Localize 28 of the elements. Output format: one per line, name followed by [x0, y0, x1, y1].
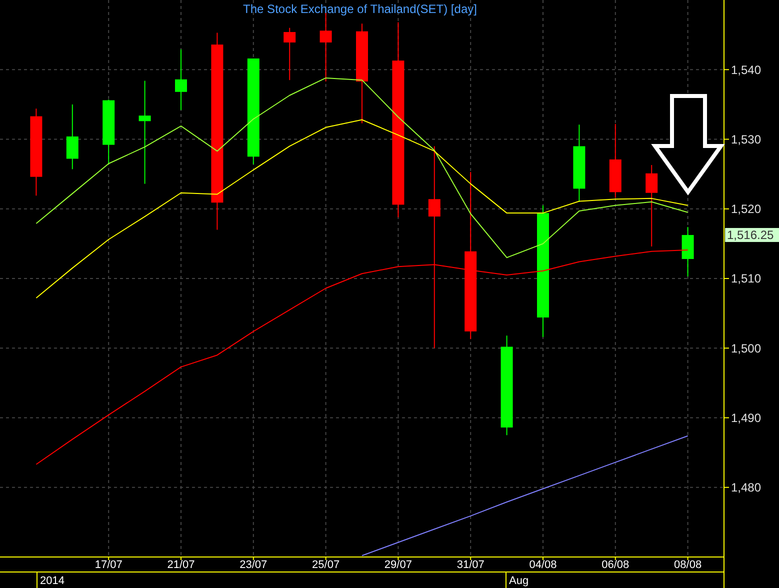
- candlestick: [66, 104, 78, 170]
- x-tick-label: 25/07: [312, 559, 340, 571]
- x-tick-label: 17/07: [94, 559, 122, 571]
- y-tick-label: 1,500: [731, 341, 762, 356]
- y-tick-label: 1,490: [731, 410, 762, 425]
- candlestick: [175, 48, 187, 111]
- text: 1,516.25: [727, 228, 774, 242]
- x-tick-label: 08/08: [674, 559, 702, 571]
- x-tick-label: 21/07: [167, 559, 195, 571]
- y-tick-label: 1,540: [731, 62, 762, 77]
- candlestick: [138, 80, 151, 184]
- candlestick: [284, 27, 296, 81]
- line-series: [362, 435, 688, 556]
- text: Aug: [509, 575, 529, 587]
- candlestick: [646, 164, 658, 247]
- y-tick-label: 1,520: [731, 202, 762, 216]
- chart-title: The Stock Exchange of Thailand(SET) [day]: [243, 2, 477, 16]
- x-tick-label: 29/07: [384, 559, 412, 571]
- x-tick-label: 06/08: [602, 559, 630, 571]
- y-tick-label: 1,530: [731, 132, 762, 146]
- y-tick-label: 1,510: [731, 272, 762, 286]
- x-tick-label: 04/08: [529, 559, 557, 571]
- line-series: [36, 77, 688, 258]
- text: 2014: [40, 575, 64, 587]
- x-tick-label: 23/07: [240, 559, 268, 571]
- line-series: [36, 119, 688, 298]
- y-tick-label: 1,480: [731, 480, 762, 495]
- x-tick-label: 31/07: [456, 559, 484, 571]
